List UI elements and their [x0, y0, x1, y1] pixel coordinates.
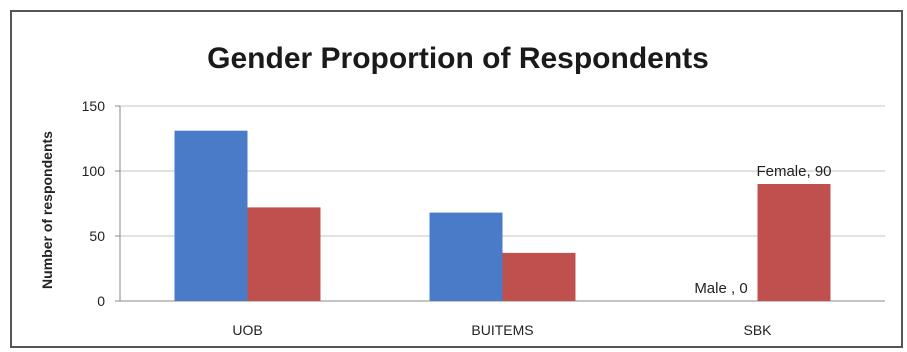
bar-female-sbk	[757, 184, 831, 301]
y-tick-label: 100	[82, 163, 106, 179]
x-tick-label: UOB	[232, 322, 262, 338]
chart-title: Gender Proportion of Respondents	[207, 42, 709, 75]
y-axis-label: Number of respondents	[39, 131, 55, 289]
x-tick-label: BUITEMS	[471, 322, 533, 338]
bar-female-buitems	[502, 252, 576, 301]
y-tick-label: 150	[82, 98, 106, 114]
bar-male-buitems	[429, 212, 503, 301]
y-tick-label: 50	[89, 228, 105, 244]
y-tick-label: 0	[97, 293, 105, 309]
data-label: Female, 90	[756, 163, 831, 180]
x-tick-label: SBK	[743, 322, 772, 338]
bar-female-uob	[247, 207, 321, 301]
bar-male-uob	[174, 130, 248, 301]
data-label: Male , 0	[694, 280, 747, 297]
